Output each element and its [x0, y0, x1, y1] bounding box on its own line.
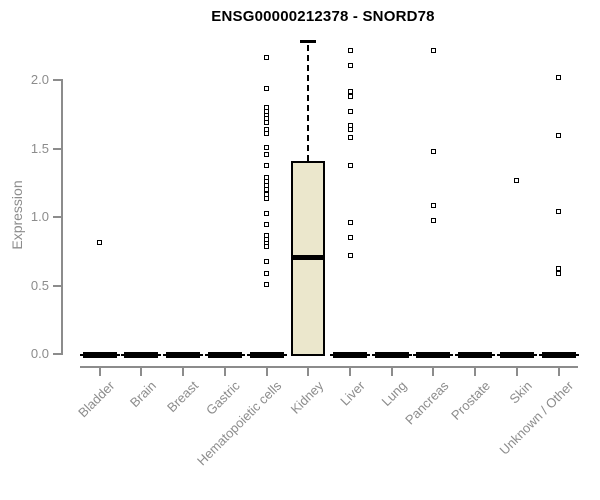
collapsed-box	[249, 352, 284, 358]
outlier-point	[264, 282, 270, 287]
collapsed-box	[124, 352, 159, 358]
outlier-point	[556, 271, 562, 277]
x-axis-tick	[182, 368, 185, 376]
outlier-point	[264, 120, 270, 126]
x-tick-label: Breast	[163, 378, 201, 416]
y-tick-label: 1.0	[30, 209, 49, 224]
outlier-point	[264, 54, 270, 60]
x-axis-tick	[349, 368, 352, 376]
x-tick-label: Kidney	[287, 378, 326, 417]
x-axis-tick	[557, 368, 560, 376]
y-axis-line	[61, 79, 63, 355]
x-tick-label: Skin	[506, 378, 535, 407]
outlier-point	[264, 86, 270, 92]
x-axis-tick	[98, 368, 101, 376]
outlier-point	[514, 177, 520, 183]
y-axis-tick	[53, 216, 61, 218]
whisker-line	[307, 45, 310, 162]
y-axis-tick	[53, 284, 61, 287]
y-tick-label: 2.0	[30, 72, 49, 87]
outlier-point	[264, 258, 270, 264]
x-axis-tick	[390, 368, 393, 376]
x-tick-label: Prostate	[447, 378, 493, 423]
outlier-point	[556, 75, 562, 81]
y-tick-label: 0.5	[30, 277, 49, 293]
y-axis-tick	[53, 353, 61, 355]
outlier-point	[347, 94, 353, 100]
collapsed-box	[82, 352, 117, 358]
outlier-point	[264, 162, 270, 168]
outlier-point	[264, 271, 270, 277]
outlier-point	[264, 243, 270, 249]
outlier-point	[264, 145, 270, 150]
collapsed-box	[499, 352, 534, 358]
outlier-point	[430, 202, 436, 208]
x-axis-tick	[140, 368, 143, 376]
x-axis-tick	[474, 368, 477, 376]
outlier-point	[264, 195, 270, 201]
x-tick-label: Unknown / Other	[496, 378, 577, 458]
outlier-point	[430, 217, 436, 223]
outlier-point	[556, 209, 562, 215]
x-axis-tick	[265, 368, 268, 376]
outlier-point	[97, 239, 103, 245]
outlier-point	[347, 235, 353, 241]
x-axis-tick	[223, 368, 226, 376]
outlier-point	[347, 253, 353, 259]
collapsed-box	[166, 352, 201, 358]
outlier-point	[556, 132, 562, 138]
collapsed-box	[333, 352, 368, 358]
collapsed-box	[374, 352, 409, 358]
x-axis-line	[80, 366, 578, 368]
outlier-point	[264, 151, 270, 157]
x-tick-label: Liver	[337, 378, 368, 409]
outlier-point	[347, 88, 353, 94]
outlier-point	[347, 162, 353, 168]
y-axis-tick	[53, 79, 61, 81]
chart-title: ENSG00000212378 - SNORD78	[211, 8, 435, 25]
x-axis-tick	[515, 368, 518, 376]
outlier-point	[264, 131, 270, 137]
outlier-point	[347, 220, 353, 226]
x-tick-label: Gastric	[202, 378, 243, 418]
whisker-cap	[300, 40, 317, 43]
median-line	[291, 255, 326, 261]
outlier-point	[264, 210, 270, 216]
outlier-point	[347, 127, 353, 133]
x-tick-label: Brain	[126, 378, 160, 411]
outlier-point	[347, 109, 353, 115]
collapsed-box	[207, 352, 242, 358]
collapsed-box	[541, 352, 576, 358]
outlier-point	[347, 135, 353, 141]
x-axis-tick	[307, 368, 310, 376]
outlier-point	[430, 47, 436, 53]
y-tick-label: 0.0	[30, 346, 49, 361]
x-axis-tick	[432, 368, 435, 376]
outlier-point	[347, 47, 353, 53]
outlier-point	[264, 221, 270, 227]
y-tick-label: 1.5	[30, 140, 49, 156]
outlier-point	[556, 265, 562, 271]
x-tick-label: Lung	[378, 378, 410, 410]
collapsed-box	[458, 352, 493, 358]
outlier-point	[347, 62, 353, 68]
x-tick-label: Pancreas	[401, 378, 452, 428]
outlier-point	[430, 149, 436, 155]
collapsed-box	[416, 352, 451, 358]
x-tick-label: Bladder	[75, 378, 118, 421]
y-axis-tick	[53, 147, 61, 150]
